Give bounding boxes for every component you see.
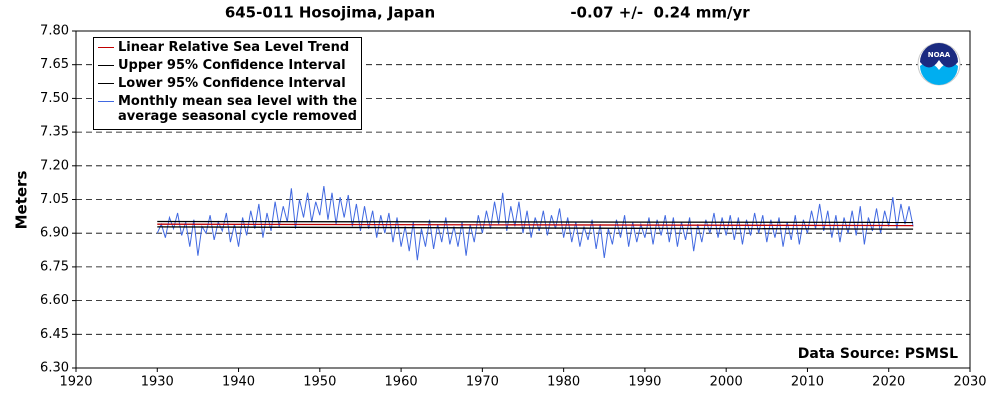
y-tick-label: 7.65 — [40, 57, 69, 72]
x-tick-label: 2010 — [791, 375, 824, 390]
annotation: Data Source: PSMSL — [798, 346, 958, 362]
legend-entry: Monthly mean sea level with the average … — [98, 94, 357, 124]
logo-top — [920, 43, 958, 68]
legend-entry: Lower 95% Confidence Interval — [98, 76, 357, 91]
logo-text: NOAA — [928, 51, 951, 59]
plot-frame — [75, 30, 971, 369]
x-tick-label: 1960 — [385, 375, 418, 390]
series-line — [157, 226, 914, 230]
logo: NOAA — [917, 42, 961, 86]
x-tick-label: 1930 — [141, 375, 174, 390]
x-tick-label: 1950 — [303, 375, 336, 390]
legend-swatch — [98, 65, 114, 66]
series-line — [157, 220, 914, 224]
x-tick-label: 1990 — [628, 375, 661, 390]
y-tick-label: 6.90 — [40, 226, 69, 241]
x-tick-label: 2000 — [710, 375, 743, 390]
y-tick-label: 6.45 — [40, 327, 69, 342]
y-tick-label: 6.60 — [40, 293, 69, 308]
legend: Linear Relative Sea Level Trend Upper 95%… — [93, 37, 363, 130]
y-tick-label: 7.20 — [40, 158, 69, 173]
y-tick-label: 7.35 — [40, 125, 69, 140]
legend-label: Linear Relative Sea Level Trend — [118, 40, 350, 55]
series-line — [157, 223, 914, 227]
y-axis-label: Meters — [13, 171, 31, 230]
series-line — [156, 185, 914, 261]
chart-subtitle: -0.07 +/- 0.24 mm/yr — [570, 4, 750, 22]
legend-label: Lower 95% Confidence Interval — [118, 76, 346, 91]
x-tick-label: 1940 — [222, 375, 255, 390]
logo-wave — [920, 62, 958, 85]
legend-swatch — [98, 101, 114, 102]
x-tick-label: 1920 — [59, 375, 92, 390]
y-tick-label: 7.50 — [40, 91, 69, 106]
y-tick-label: 6.75 — [40, 259, 69, 274]
legend-swatch — [98, 83, 114, 84]
legend-label: Monthly mean sea level with the average … — [118, 94, 358, 124]
x-tick-label: 2020 — [872, 375, 905, 390]
legend-label: Upper 95% Confidence Interval — [118, 58, 346, 73]
x-tick-label: 1970 — [466, 375, 499, 390]
y-tick-label: 7.05 — [40, 192, 69, 207]
x-tick-label: 2030 — [953, 375, 986, 390]
y-tick-label: 6.30 — [40, 361, 69, 376]
legend-swatch — [98, 47, 114, 48]
chart-title: 645-011 Hosojima, Japan — [225, 4, 435, 22]
legend-entry: Linear Relative Sea Level Trend — [98, 40, 357, 55]
x-tick-label: 1980 — [547, 375, 580, 390]
y-tick-label: 7.80 — [40, 24, 69, 39]
legend-entry: Upper 95% Confidence Interval — [98, 58, 357, 73]
